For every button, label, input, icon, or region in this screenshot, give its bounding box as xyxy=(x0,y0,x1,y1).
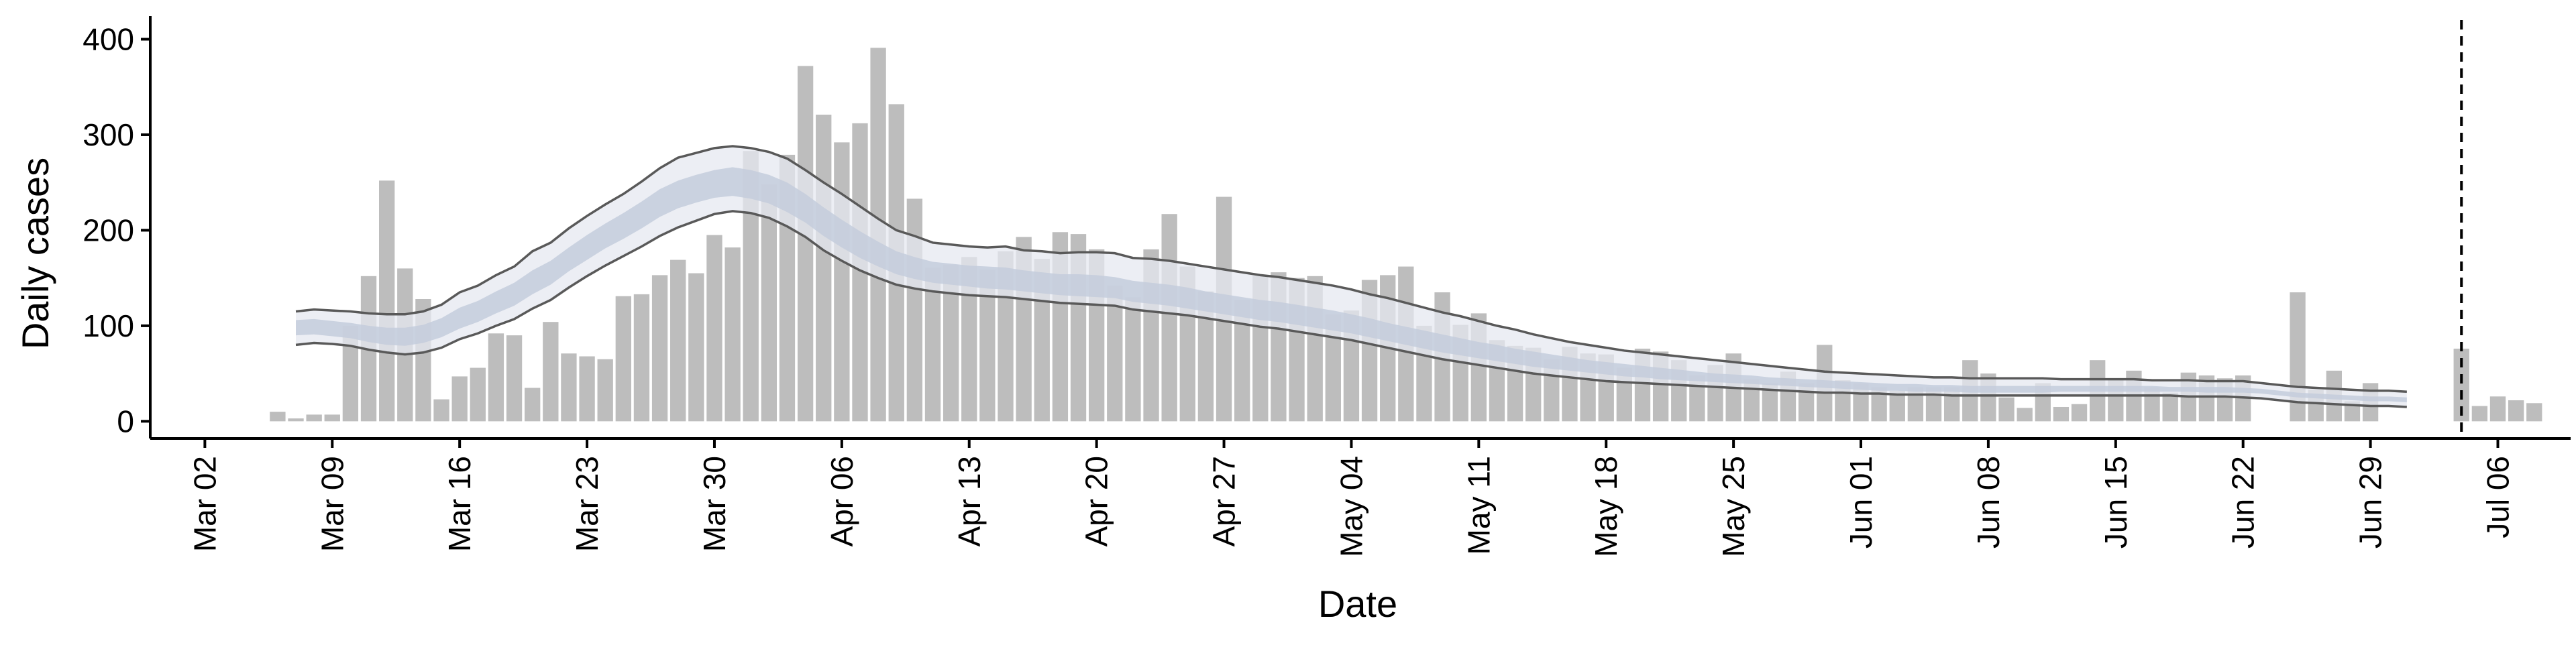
x-tick-label: Apr 13 xyxy=(952,456,987,547)
x-tick-label: Jun 29 xyxy=(2353,456,2388,548)
case-bar xyxy=(1998,397,2015,422)
case-bar xyxy=(2526,403,2542,422)
y-axis-title: Daily cases xyxy=(14,158,56,349)
case-bar xyxy=(1871,387,1887,422)
case-bar xyxy=(670,259,686,422)
case-bar xyxy=(2071,404,2088,422)
x-tick-label: Jun 22 xyxy=(2226,456,2261,548)
estimate-band-50 xyxy=(296,167,2407,402)
case-bar xyxy=(743,151,759,422)
case-bar xyxy=(288,418,304,422)
x-tick-label: Apr 27 xyxy=(1207,456,1242,547)
case-bar xyxy=(906,198,923,422)
case-bar xyxy=(451,376,468,422)
case-bar xyxy=(306,414,322,422)
case-bar xyxy=(924,267,941,422)
x-tick-label: Apr 06 xyxy=(824,456,859,547)
x-tick-label: Jun 08 xyxy=(1971,456,2006,548)
case-bar xyxy=(2017,408,2033,422)
case-bar xyxy=(943,264,959,422)
case-bar xyxy=(506,335,523,422)
case-bar xyxy=(2508,400,2524,422)
case-bar xyxy=(1107,286,1123,422)
x-tick-label: May 18 xyxy=(1589,456,1623,557)
case-bar xyxy=(470,367,486,422)
y-tick-label: 100 xyxy=(83,308,134,343)
case-bar xyxy=(597,359,613,422)
case-bar xyxy=(270,412,286,422)
x-tick-label: May 11 xyxy=(1461,456,1496,554)
case-bar xyxy=(961,257,977,422)
case-bar xyxy=(561,353,577,422)
case-bar xyxy=(525,388,541,422)
x-tick-label: Jun 01 xyxy=(1843,456,1878,548)
case-bar xyxy=(706,235,722,422)
x-tick-label: Mar 02 xyxy=(187,456,222,552)
case-bar xyxy=(433,399,449,422)
case-bar xyxy=(724,247,741,422)
case-bar xyxy=(579,356,595,422)
case-bar xyxy=(488,333,504,422)
case-bar xyxy=(1125,297,1141,422)
x-tick-label: Jul 06 xyxy=(2480,456,2515,538)
case-bar xyxy=(834,142,850,422)
case-bar xyxy=(1161,214,1177,422)
case-bar xyxy=(1889,390,1905,422)
upper-bound-line xyxy=(295,145,2407,393)
lower-bound-line xyxy=(295,210,2407,408)
y-tick-label: 0 xyxy=(117,404,134,438)
case-bar xyxy=(2453,349,2469,422)
x-tick-label: Mar 16 xyxy=(442,456,477,552)
y-tick-label: 400 xyxy=(83,21,134,56)
case-bar xyxy=(651,275,668,422)
x-tick-label: Apr 20 xyxy=(1079,456,1114,547)
bands-layer xyxy=(296,146,2407,407)
case-bar xyxy=(2489,396,2506,422)
case-bar xyxy=(2471,406,2488,422)
case-bar xyxy=(543,322,559,422)
case-bar xyxy=(761,184,777,422)
case-bar xyxy=(816,115,832,422)
case-bar xyxy=(2053,406,2070,422)
x-axis-title: Date xyxy=(1318,583,1397,625)
case-bar xyxy=(633,294,650,422)
y-tick-label: 200 xyxy=(83,213,134,247)
case-bar xyxy=(2162,392,2178,422)
case-bar xyxy=(615,296,631,422)
case-bar xyxy=(1325,314,1341,422)
case-bar xyxy=(797,66,814,422)
lines-layer xyxy=(295,145,2407,408)
axes-layer: 0 100 200 300 400 Mar 02 Mar 09 Mar 16 Mar 23 Mar… xyxy=(83,16,2571,557)
case-bar xyxy=(1234,300,1250,422)
case-bar xyxy=(1197,291,1214,422)
y-tick-label: 300 xyxy=(83,117,134,152)
case-bar xyxy=(324,414,340,422)
x-tick-label: Mar 09 xyxy=(315,456,350,552)
x-tick-label: Mar 23 xyxy=(570,456,604,552)
x-tick-label: May 04 xyxy=(1334,456,1368,557)
case-bar xyxy=(979,269,996,422)
case-bar xyxy=(342,325,359,422)
case-bar xyxy=(688,273,704,422)
case-bar xyxy=(852,123,868,422)
x-tick-label: May 25 xyxy=(1716,456,1751,557)
x-tick-label: Mar 30 xyxy=(697,456,732,552)
x-tick-label: Jun 15 xyxy=(2098,456,2133,548)
case-bar xyxy=(379,180,395,422)
case-bar xyxy=(1762,383,1778,422)
